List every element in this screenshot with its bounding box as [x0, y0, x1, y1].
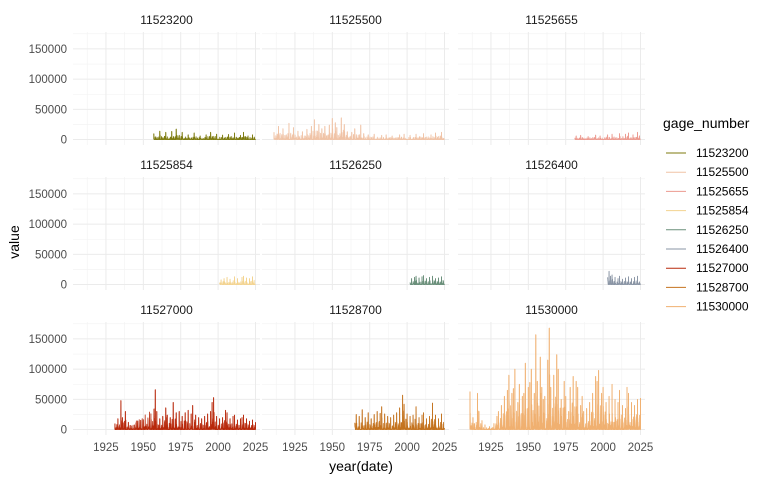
x-tick-label: 2025: [243, 442, 269, 454]
legend-item: 11525854: [666, 204, 749, 218]
legend-item: 11530000: [666, 300, 749, 314]
legend-label: 11525500: [696, 165, 749, 179]
series-line-11523200: [153, 128, 256, 140]
x-tick-label: 2025: [628, 442, 654, 454]
facet-panels: 11523200 11525500 11525655 11525854 11526250…: [73, 13, 645, 435]
y-tick-label: 100000: [29, 219, 67, 231]
legend-title: gage_number: [663, 115, 750, 131]
facet-panel: 11525854: [73, 158, 260, 290]
panel-background: [262, 32, 449, 145]
facet-strip-label: 11530000: [525, 303, 578, 317]
legend-label: 11527000: [696, 261, 749, 275]
panel-background: [458, 32, 645, 145]
facet-panel: 11527000: [73, 303, 260, 435]
legend-item: 11528700: [666, 280, 749, 294]
y-tick-label: 100000: [29, 364, 67, 376]
facet-strip-label: 11527000: [140, 303, 193, 317]
legend-item: 11526400: [666, 242, 749, 256]
y-tick-label: 100000: [29, 74, 67, 86]
series-line-11530000: [469, 327, 641, 430]
facet-panel: 11526250: [262, 158, 449, 290]
panel-background: [262, 322, 449, 435]
facet-strip-label: 11525854: [140, 158, 193, 172]
x-tick-label: 2025: [432, 442, 458, 454]
y-tick-label: 150000: [29, 189, 67, 201]
facet-panel: 11525655: [458, 13, 645, 145]
facet-panel: 11525500: [262, 13, 449, 145]
y-axis-title: value: [6, 225, 22, 259]
panel-background: [458, 177, 645, 290]
y-tick-label: 50000: [35, 394, 67, 406]
panel-background: [73, 322, 260, 435]
legend-label: 11526250: [696, 223, 749, 237]
x-tick-label: 2000: [394, 442, 420, 454]
x-axis-tick-labels: 1925 1950 1975 2000 2025 1925 1950 1975 2000 2025…: [93, 442, 653, 454]
series-line-11526400: [607, 270, 641, 285]
y-tick-label: 150000: [29, 44, 67, 56]
legend-item: 11523200: [666, 146, 749, 160]
y-tick-label: 0: [61, 425, 67, 437]
panel-background: [73, 177, 260, 290]
facet-strip-label: 11525500: [329, 13, 382, 27]
facet-panel: 11526400: [458, 158, 645, 290]
x-tick-label: 1950: [516, 442, 542, 454]
series-line-11527000: [114, 389, 256, 430]
facet-panel: 11530000: [458, 303, 645, 435]
legend-item: 11527000: [666, 261, 749, 275]
facet-strip-label: 11526250: [329, 158, 382, 172]
legend-item: 11525655: [666, 184, 749, 198]
x-tick-label: 1975: [168, 442, 194, 454]
x-tick-label: 1925: [478, 442, 504, 454]
facet-panel: 11523200: [73, 13, 260, 145]
legend-label: 11526400: [696, 242, 749, 256]
legend-label: 11525854: [696, 204, 749, 218]
legend-label: 11528700: [696, 280, 749, 294]
facet-strip-label: 11523200: [140, 13, 193, 27]
y-axis-tick-labels: 0 50000 100000 150000 0 50000 100000 150000 0 500…: [29, 44, 67, 437]
panel-background: [73, 32, 260, 145]
legend-item: 11525500: [666, 165, 749, 179]
y-tick-label: 50000: [35, 249, 67, 261]
panel-background: [262, 177, 449, 290]
x-axis-title: year(date): [329, 458, 393, 474]
facet-panel: 11528700: [262, 303, 449, 435]
y-tick-label: 0: [61, 135, 67, 147]
facet-strip-label: 11525655: [525, 13, 578, 27]
legend-label: 11523200: [696, 146, 749, 160]
y-tick-label: 50000: [35, 104, 67, 116]
x-tick-label: 1925: [93, 442, 119, 454]
legend-label: 11530000: [696, 300, 749, 314]
x-tick-label: 1975: [553, 442, 579, 454]
legend-item: 11526250: [666, 223, 749, 237]
facet-strip-label: 11526400: [525, 158, 578, 172]
x-tick-label: 1975: [357, 442, 383, 454]
x-tick-label: 1950: [131, 442, 157, 454]
x-tick-label: 2000: [205, 442, 231, 454]
legend: gage_number 11523200 11525500 11525655 1152…: [663, 115, 750, 314]
x-tick-label: 1925: [282, 442, 308, 454]
legend-label: 11525655: [696, 184, 749, 198]
facet-strip-label: 11528700: [329, 303, 382, 317]
x-tick-label: 2000: [590, 442, 616, 454]
y-tick-label: 150000: [29, 334, 67, 346]
y-tick-label: 0: [61, 280, 67, 292]
x-tick-label: 1950: [320, 442, 346, 454]
panel-background: [458, 322, 645, 435]
